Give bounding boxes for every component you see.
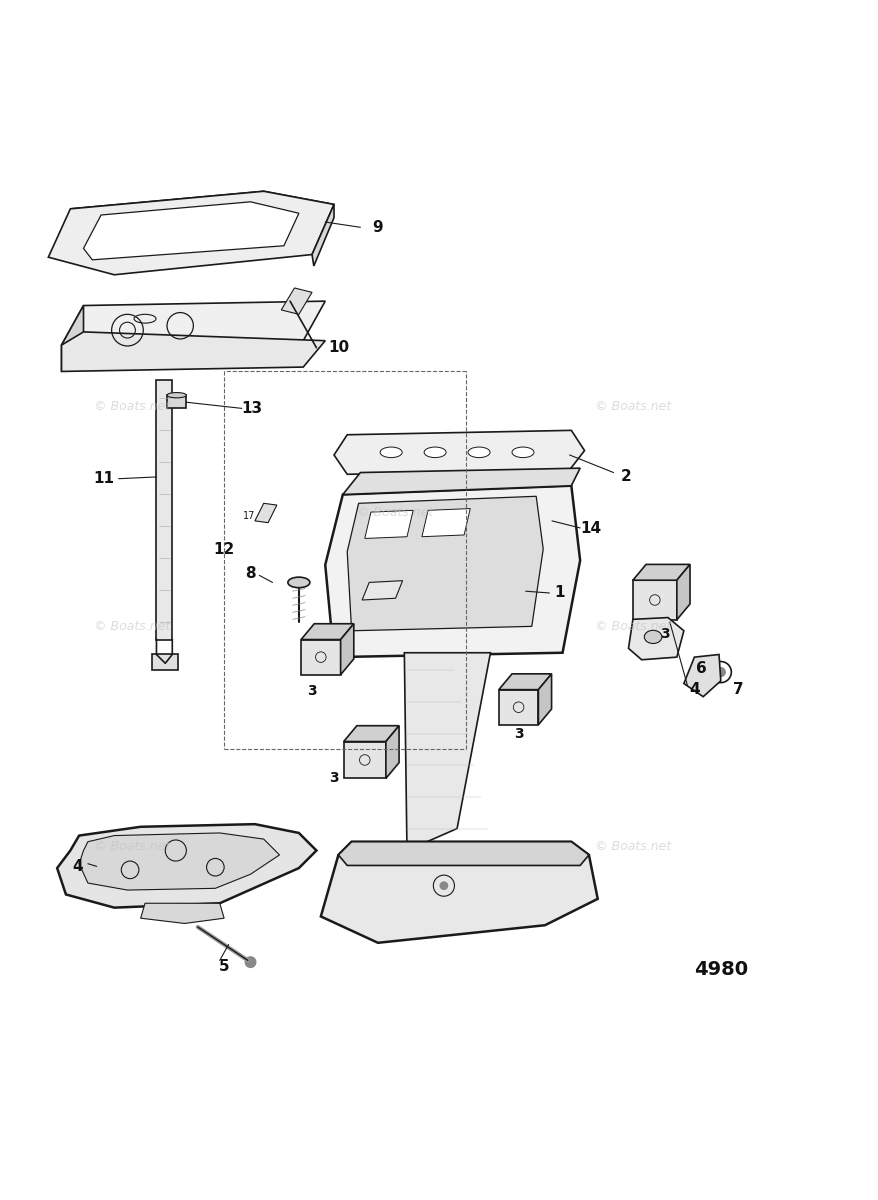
- Polygon shape: [70, 191, 334, 222]
- Text: 4: 4: [688, 682, 699, 697]
- Polygon shape: [499, 674, 551, 690]
- Polygon shape: [300, 640, 341, 674]
- Polygon shape: [83, 202, 299, 260]
- Polygon shape: [499, 690, 537, 725]
- Polygon shape: [325, 486, 579, 658]
- Text: © Boats.net: © Boats.net: [594, 840, 670, 853]
- Text: 3: 3: [307, 684, 316, 697]
- Polygon shape: [343, 726, 399, 742]
- Bar: [156, 380, 172, 640]
- Ellipse shape: [379, 448, 402, 457]
- Polygon shape: [61, 301, 325, 346]
- Polygon shape: [57, 824, 316, 907]
- Text: 3: 3: [514, 727, 522, 740]
- Ellipse shape: [167, 392, 186, 398]
- Bar: [167, 395, 186, 408]
- Polygon shape: [334, 431, 584, 474]
- Text: © Boats.net: © Boats.net: [94, 400, 169, 413]
- Polygon shape: [683, 654, 720, 697]
- Polygon shape: [362, 581, 402, 600]
- Text: 4980: 4980: [693, 960, 747, 979]
- Ellipse shape: [287, 577, 310, 588]
- Text: © Boats.net: © Boats.net: [594, 620, 670, 632]
- Polygon shape: [281, 288, 312, 314]
- Text: 9: 9: [372, 220, 383, 235]
- Bar: [152, 654, 178, 671]
- Polygon shape: [385, 726, 399, 779]
- Circle shape: [716, 667, 724, 677]
- Text: 12: 12: [213, 541, 234, 557]
- Polygon shape: [632, 564, 689, 581]
- Ellipse shape: [644, 630, 661, 643]
- Text: 1: 1: [554, 586, 565, 600]
- Polygon shape: [628, 618, 683, 660]
- Text: 17: 17: [242, 511, 255, 521]
- Text: 3: 3: [660, 628, 669, 641]
- Text: 11: 11: [93, 472, 114, 486]
- Text: © Boats.net: © Boats.net: [357, 505, 433, 518]
- Text: © Boats.net: © Boats.net: [594, 400, 670, 413]
- Polygon shape: [343, 742, 385, 779]
- Text: 10: 10: [327, 341, 349, 355]
- Polygon shape: [347, 497, 543, 631]
- Text: 6: 6: [695, 661, 706, 676]
- Text: 4: 4: [72, 859, 83, 874]
- Polygon shape: [632, 581, 676, 619]
- Text: 13: 13: [241, 401, 263, 416]
- Circle shape: [245, 956, 255, 967]
- Polygon shape: [421, 509, 470, 536]
- Polygon shape: [300, 624, 353, 640]
- Ellipse shape: [511, 448, 533, 457]
- Polygon shape: [364, 510, 413, 539]
- Text: 8: 8: [245, 566, 255, 581]
- Polygon shape: [79, 833, 279, 890]
- Polygon shape: [61, 306, 83, 372]
- Ellipse shape: [467, 448, 490, 457]
- Polygon shape: [404, 653, 490, 851]
- Text: 5: 5: [219, 959, 229, 974]
- Polygon shape: [255, 503, 277, 523]
- Polygon shape: [537, 674, 551, 725]
- Text: © Boats.net: © Boats.net: [94, 840, 169, 853]
- Polygon shape: [312, 204, 334, 266]
- Circle shape: [439, 881, 448, 890]
- Text: 14: 14: [579, 521, 601, 536]
- Polygon shape: [338, 841, 588, 865]
- Text: 7: 7: [732, 682, 743, 697]
- Polygon shape: [520, 508, 551, 534]
- Polygon shape: [140, 904, 224, 924]
- Polygon shape: [320, 841, 597, 943]
- Text: 3: 3: [329, 770, 338, 785]
- Ellipse shape: [423, 448, 446, 457]
- Polygon shape: [342, 468, 579, 494]
- Text: © Boats.net: © Boats.net: [94, 620, 169, 632]
- Text: 2: 2: [620, 468, 630, 484]
- Polygon shape: [341, 624, 353, 674]
- Polygon shape: [61, 332, 325, 372]
- Polygon shape: [48, 191, 334, 275]
- Polygon shape: [676, 564, 689, 619]
